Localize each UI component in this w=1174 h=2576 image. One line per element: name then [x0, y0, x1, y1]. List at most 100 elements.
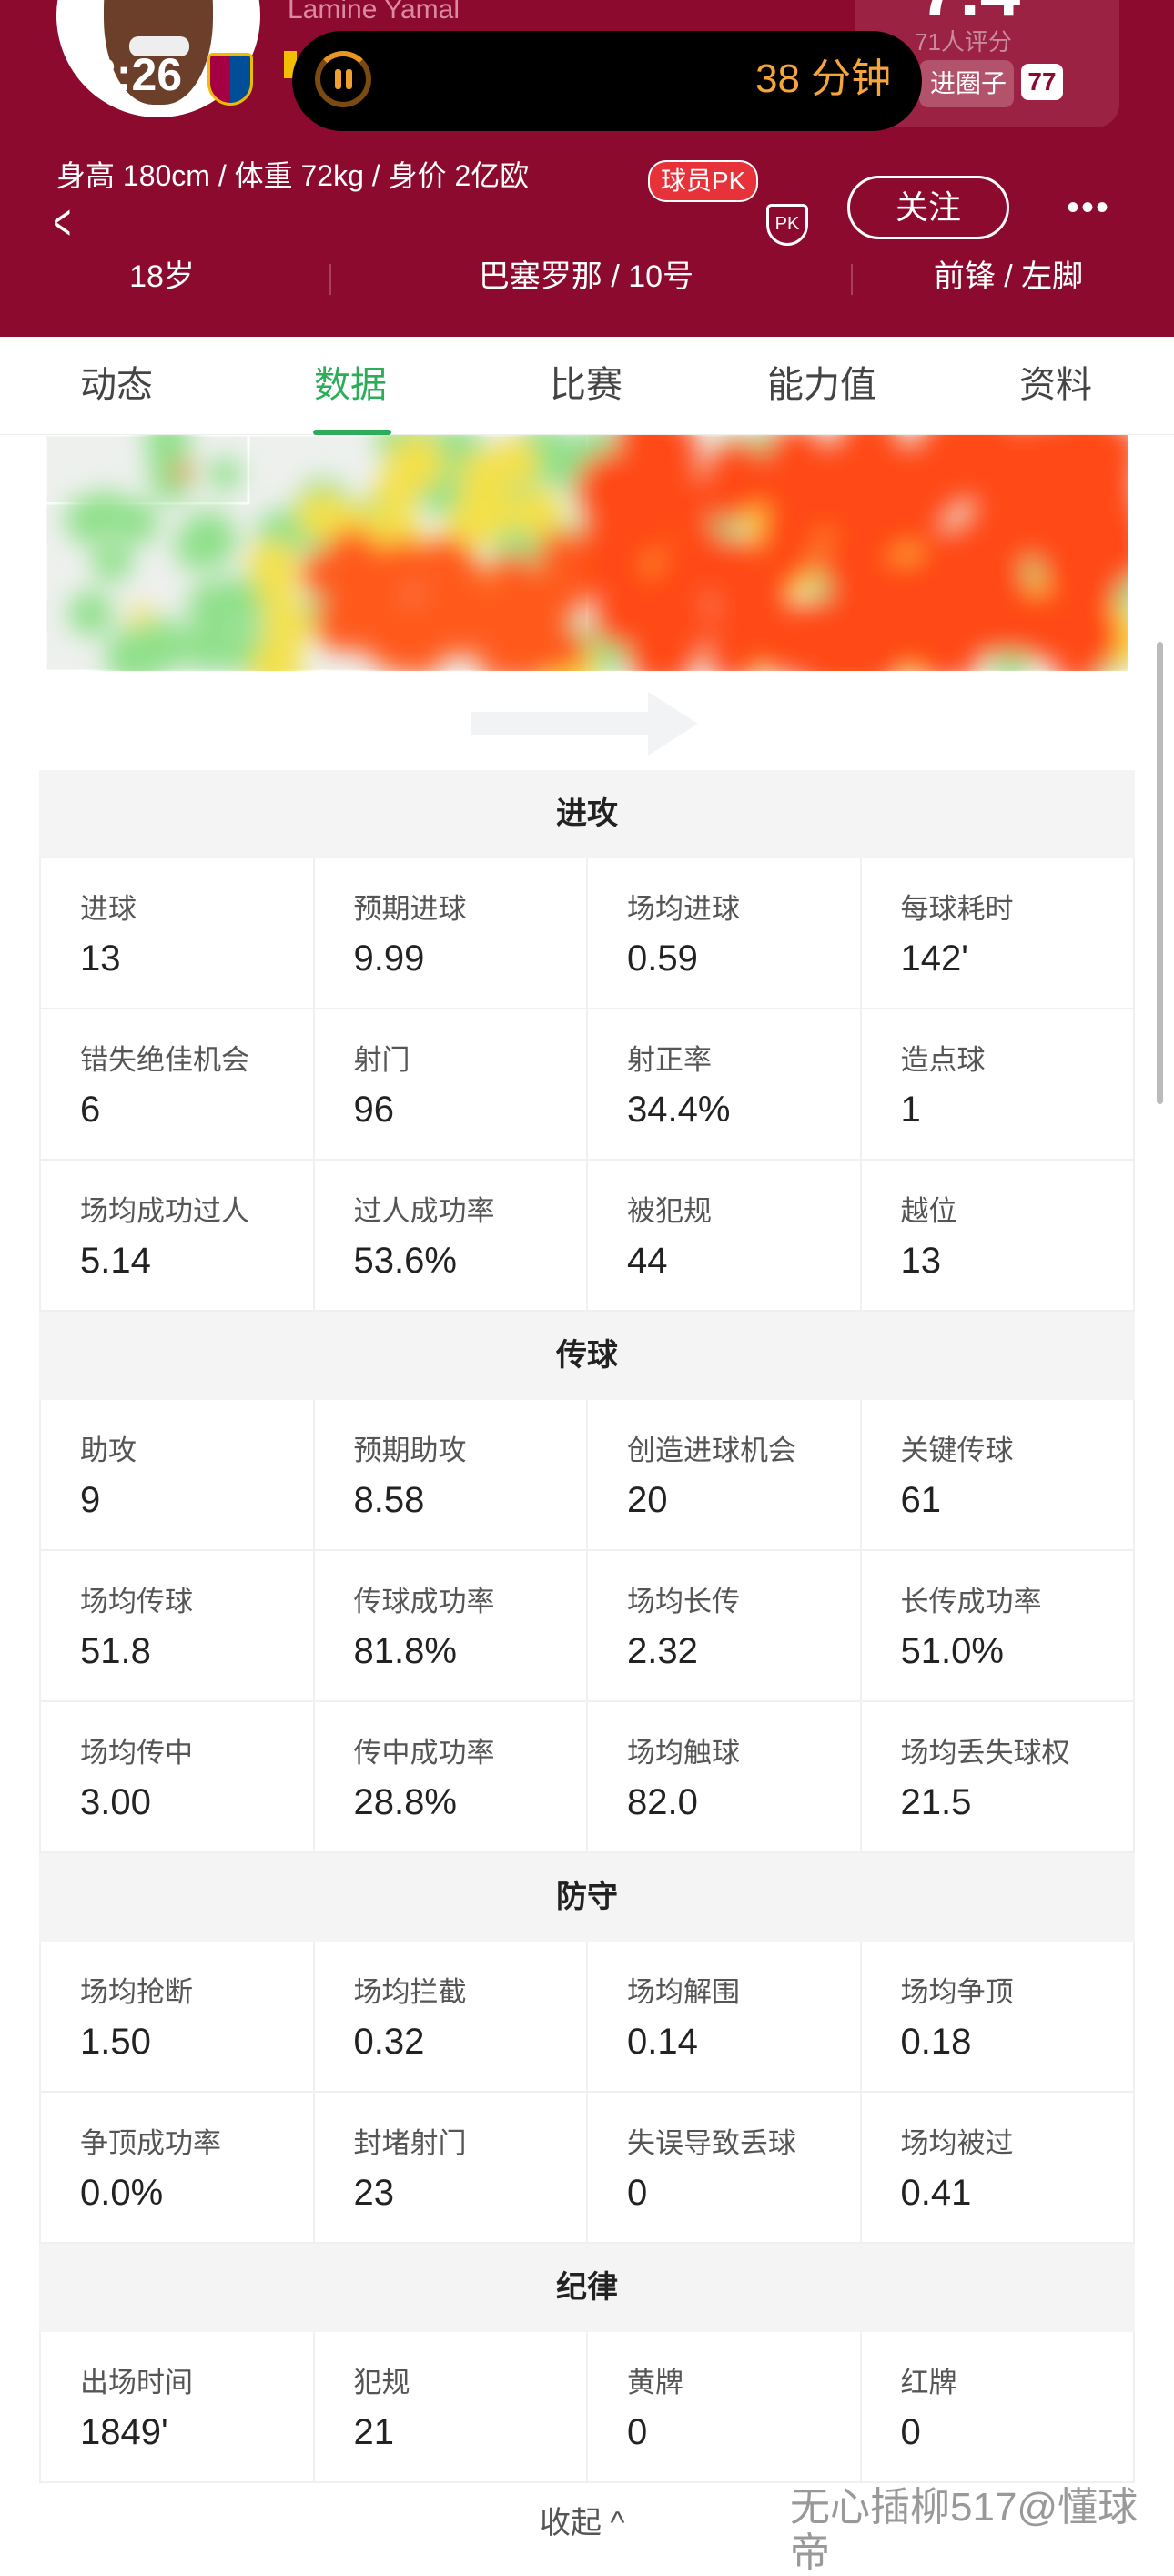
live-activity-island[interactable]	[292, 31, 922, 131]
player-pk-button[interactable]: 球员PK	[648, 160, 759, 202]
stat-cell: 场均长传 2.32	[588, 1551, 862, 1700]
heat-spot	[1037, 527, 1108, 596]
stat-cell: 争顶成功率 0.0%	[39, 2093, 315, 2242]
stat-label: 场均被过	[900, 2127, 1014, 2159]
stat-value: 8.58	[353, 1480, 425, 1520]
stat-value: 0.0%	[80, 2173, 164, 2213]
heat-spot	[708, 631, 760, 671]
stat-label: 预期助攻	[353, 1435, 467, 1466]
stat-value: 0.14	[627, 2022, 698, 2062]
scrollbar[interactable]	[1157, 642, 1163, 1104]
collapse-button[interactable]: 收起 ^	[540, 2506, 625, 2541]
stat-label: 场均拦截	[353, 1976, 467, 2008]
tab-profile[interactable]: 资料	[1019, 365, 1092, 405]
heat-spot	[761, 531, 815, 585]
tab-data[interactable]: 数据	[314, 365, 387, 405]
stat-cell: 长传成功率 51.0%	[862, 1551, 1135, 1700]
stat-cell: 被犯规 44	[588, 1161, 862, 1310]
stat-cell: 场均抢断 1.50	[39, 1942, 315, 2091]
heat-spot	[314, 593, 372, 653]
heat-spot	[582, 538, 650, 607]
stat-value: 1849'	[80, 2412, 168, 2452]
stat-label: 错失绝佳机会	[80, 1044, 249, 1076]
stat-label: 场均成功过人	[80, 1195, 249, 1227]
stat-value: 9	[80, 1480, 101, 1520]
stat-label: 助攻	[80, 1435, 137, 1466]
stat-value: 3.00	[80, 1782, 151, 1822]
divider	[329, 264, 331, 295]
heat-spot	[1018, 435, 1068, 467]
stat-cell: 失误导致丢球 0	[588, 2093, 862, 2242]
player-club-number: 巴塞罗那 / 10号	[478, 259, 694, 294]
stat-value: 51.0%	[900, 1631, 1004, 1671]
stat-value: 0.59	[627, 938, 698, 979]
stat-value: 0	[900, 2412, 921, 2452]
stats-row: 出场时间 1849' 犯规 21 黄牌 0 红牌 0	[39, 2332, 1135, 2483]
stat-cell: 关键传球 61	[862, 1400, 1135, 1549]
stat-cell: 越位 13	[862, 1161, 1135, 1310]
stat-label: 场均传中	[80, 1737, 193, 1769]
heat-spot	[173, 462, 191, 481]
heat-spot	[379, 538, 432, 592]
stat-label: 封堵射门	[353, 2127, 467, 2159]
heat-spot	[1047, 599, 1097, 649]
more-icon[interactable]: •••	[1067, 188, 1111, 228]
stat-cell: 封堵射门 23	[315, 2093, 588, 2242]
heat-spot	[263, 603, 311, 651]
stat-cell: 创造进球机会 20	[588, 1400, 862, 1549]
stat-label: 长传成功率	[900, 1586, 1042, 1618]
stat-label: 传球成功率	[353, 1586, 495, 1618]
heat-spot	[65, 495, 114, 544]
tab-news[interactable]: 动态	[80, 365, 153, 405]
heat-spot	[653, 542, 715, 603]
stat-label: 场均争顶	[900, 1976, 1014, 2008]
section-header: 纪律	[39, 2244, 1135, 2332]
stat-label: 争顶成功率	[80, 2127, 221, 2159]
heat-spot	[183, 622, 233, 671]
stat-value: 23	[353, 2173, 395, 2213]
stat-cell: 场均丢失球权 21.5	[862, 1702, 1135, 1851]
stats-row: 争顶成功率 0.0% 封堵射门 23 失误导致丢球 0 场均被过 0.41	[39, 2093, 1135, 2244]
follow-button[interactable]: 关注	[847, 176, 1009, 239]
tab-matches[interactable]: 比赛	[550, 365, 622, 405]
heat-spot	[859, 614, 919, 671]
stat-label: 创造进球机会	[627, 1435, 796, 1466]
heat-spot	[512, 488, 562, 538]
attack-direction-arrow-icon	[471, 692, 698, 756]
divider	[851, 264, 853, 295]
stat-value: 21	[353, 2412, 395, 2452]
stat-cell: 助攻 9	[39, 1400, 315, 1549]
watermark: 无心插柳517@懂球帝	[790, 2485, 1139, 2575]
heat-spot	[815, 440, 879, 503]
stat-label: 预期进球	[353, 893, 467, 925]
stat-value: 81.8%	[353, 1631, 457, 1671]
heat-spot	[130, 606, 152, 628]
join-circle-button[interactable]: 进圈子	[919, 60, 1014, 107]
stat-label: 每球耗时	[900, 893, 1014, 925]
stat-cell: 场均拦截 0.32	[315, 1942, 588, 2091]
pause-icon[interactable]	[315, 51, 371, 107]
stat-value: 0.41	[900, 2173, 972, 2213]
stat-label: 进球	[80, 893, 137, 925]
stats-row: 场均成功过人 5.14 过人成功率 53.6% 被犯规 44 越位 13	[39, 1161, 1135, 1312]
heat-spot	[341, 539, 386, 583]
heat-spot	[420, 539, 463, 583]
tab-ability[interactable]: 能力值	[767, 365, 876, 405]
stat-label: 传中成功率	[353, 1737, 495, 1769]
heat-spot	[961, 583, 1015, 637]
stat-value: 13	[900, 1241, 942, 1281]
stat-value: 21.5	[900, 1782, 972, 1822]
stat-label: 被犯规	[627, 1195, 712, 1227]
stat-cell: 预期助攻 8.58	[315, 1400, 588, 1549]
stat-value: 142'	[900, 938, 968, 979]
stat-cell: 场均触球 82.0	[588, 1702, 862, 1851]
tab-bar: 动态 数据 比赛 能力值 资料	[0, 337, 1174, 435]
stat-label: 场均解围	[627, 1976, 740, 2008]
stat-cell: 出场时间 1849'	[39, 2332, 315, 2481]
section-header: 防守	[39, 1853, 1135, 1942]
heat-spot	[208, 457, 242, 491]
heat-spot	[702, 538, 775, 612]
stat-cell: 场均进球 0.59	[588, 858, 862, 1008]
pk-shield-icon[interactable]: PK	[766, 204, 808, 246]
back-chevron-icon[interactable]: <	[53, 193, 72, 250]
